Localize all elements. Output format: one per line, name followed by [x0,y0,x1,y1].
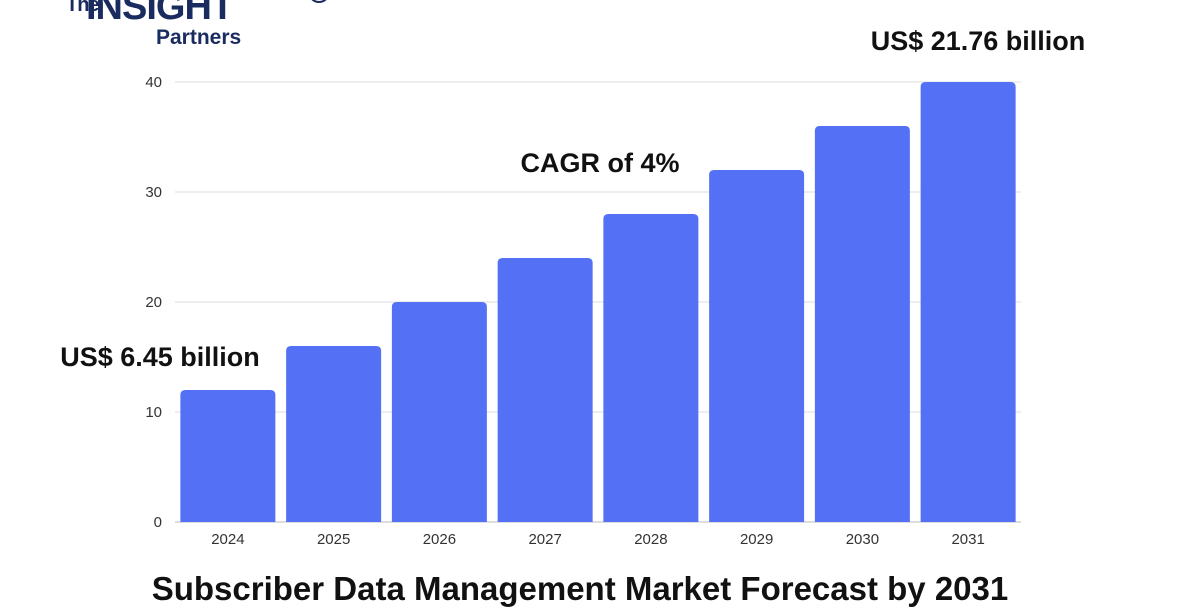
logo-text-partners: Partners [156,26,242,49]
x-tick-label: 2027 [528,531,561,548]
y-tick-label: 30 [145,184,162,201]
x-tick-label: 2029 [740,531,773,548]
y-tick-label: 20 [145,294,162,311]
chart-title: Subscriber Data Management Market Foreca… [151,570,1009,607]
x-tick-labels: 2024 2025 2026 2027 2028 2029 2030 2031 [211,531,985,548]
x-tick-label: 2030 [846,531,879,548]
bar-2026 [391,302,487,522]
y-tick-labels: 0 10 20 30 40 [145,74,162,531]
magnifier-icon [311,0,327,3]
x-tick-label: 2026 [423,531,456,548]
bar-2024 [180,390,276,522]
logo-text-the: The [66,0,100,16]
x-tick-label: 2028 [634,531,667,548]
bar-2029 [709,170,805,522]
annotation-label: US$ 6.45 billion [60,342,260,372]
x-tick-label: 2031 [951,531,984,548]
x-tick-label: 2025 [317,531,350,548]
annotations: US$ 6.45 billion CAGR of 4% US$ 21.76 bill… [60,26,1085,372]
bar-2027 [497,258,593,522]
annotation-label: CAGR of 4% [520,148,679,178]
bar-2025 [286,346,382,522]
bars [180,82,1016,522]
y-tick-label: 0 [154,514,162,531]
bar-2028 [603,214,699,522]
bar-2031 [920,82,1016,522]
x-tick-label: 2024 [211,531,244,548]
y-tick-label: 40 [145,74,162,91]
bar-2030 [814,126,910,522]
annotation-label: US$ 21.76 billion [871,26,1086,56]
y-tick-label: 10 [145,404,162,421]
logo-text-insight: INSIGHT [86,0,234,28]
the-insight-partners-logo: The INSIGHT Partners [58,0,327,56]
